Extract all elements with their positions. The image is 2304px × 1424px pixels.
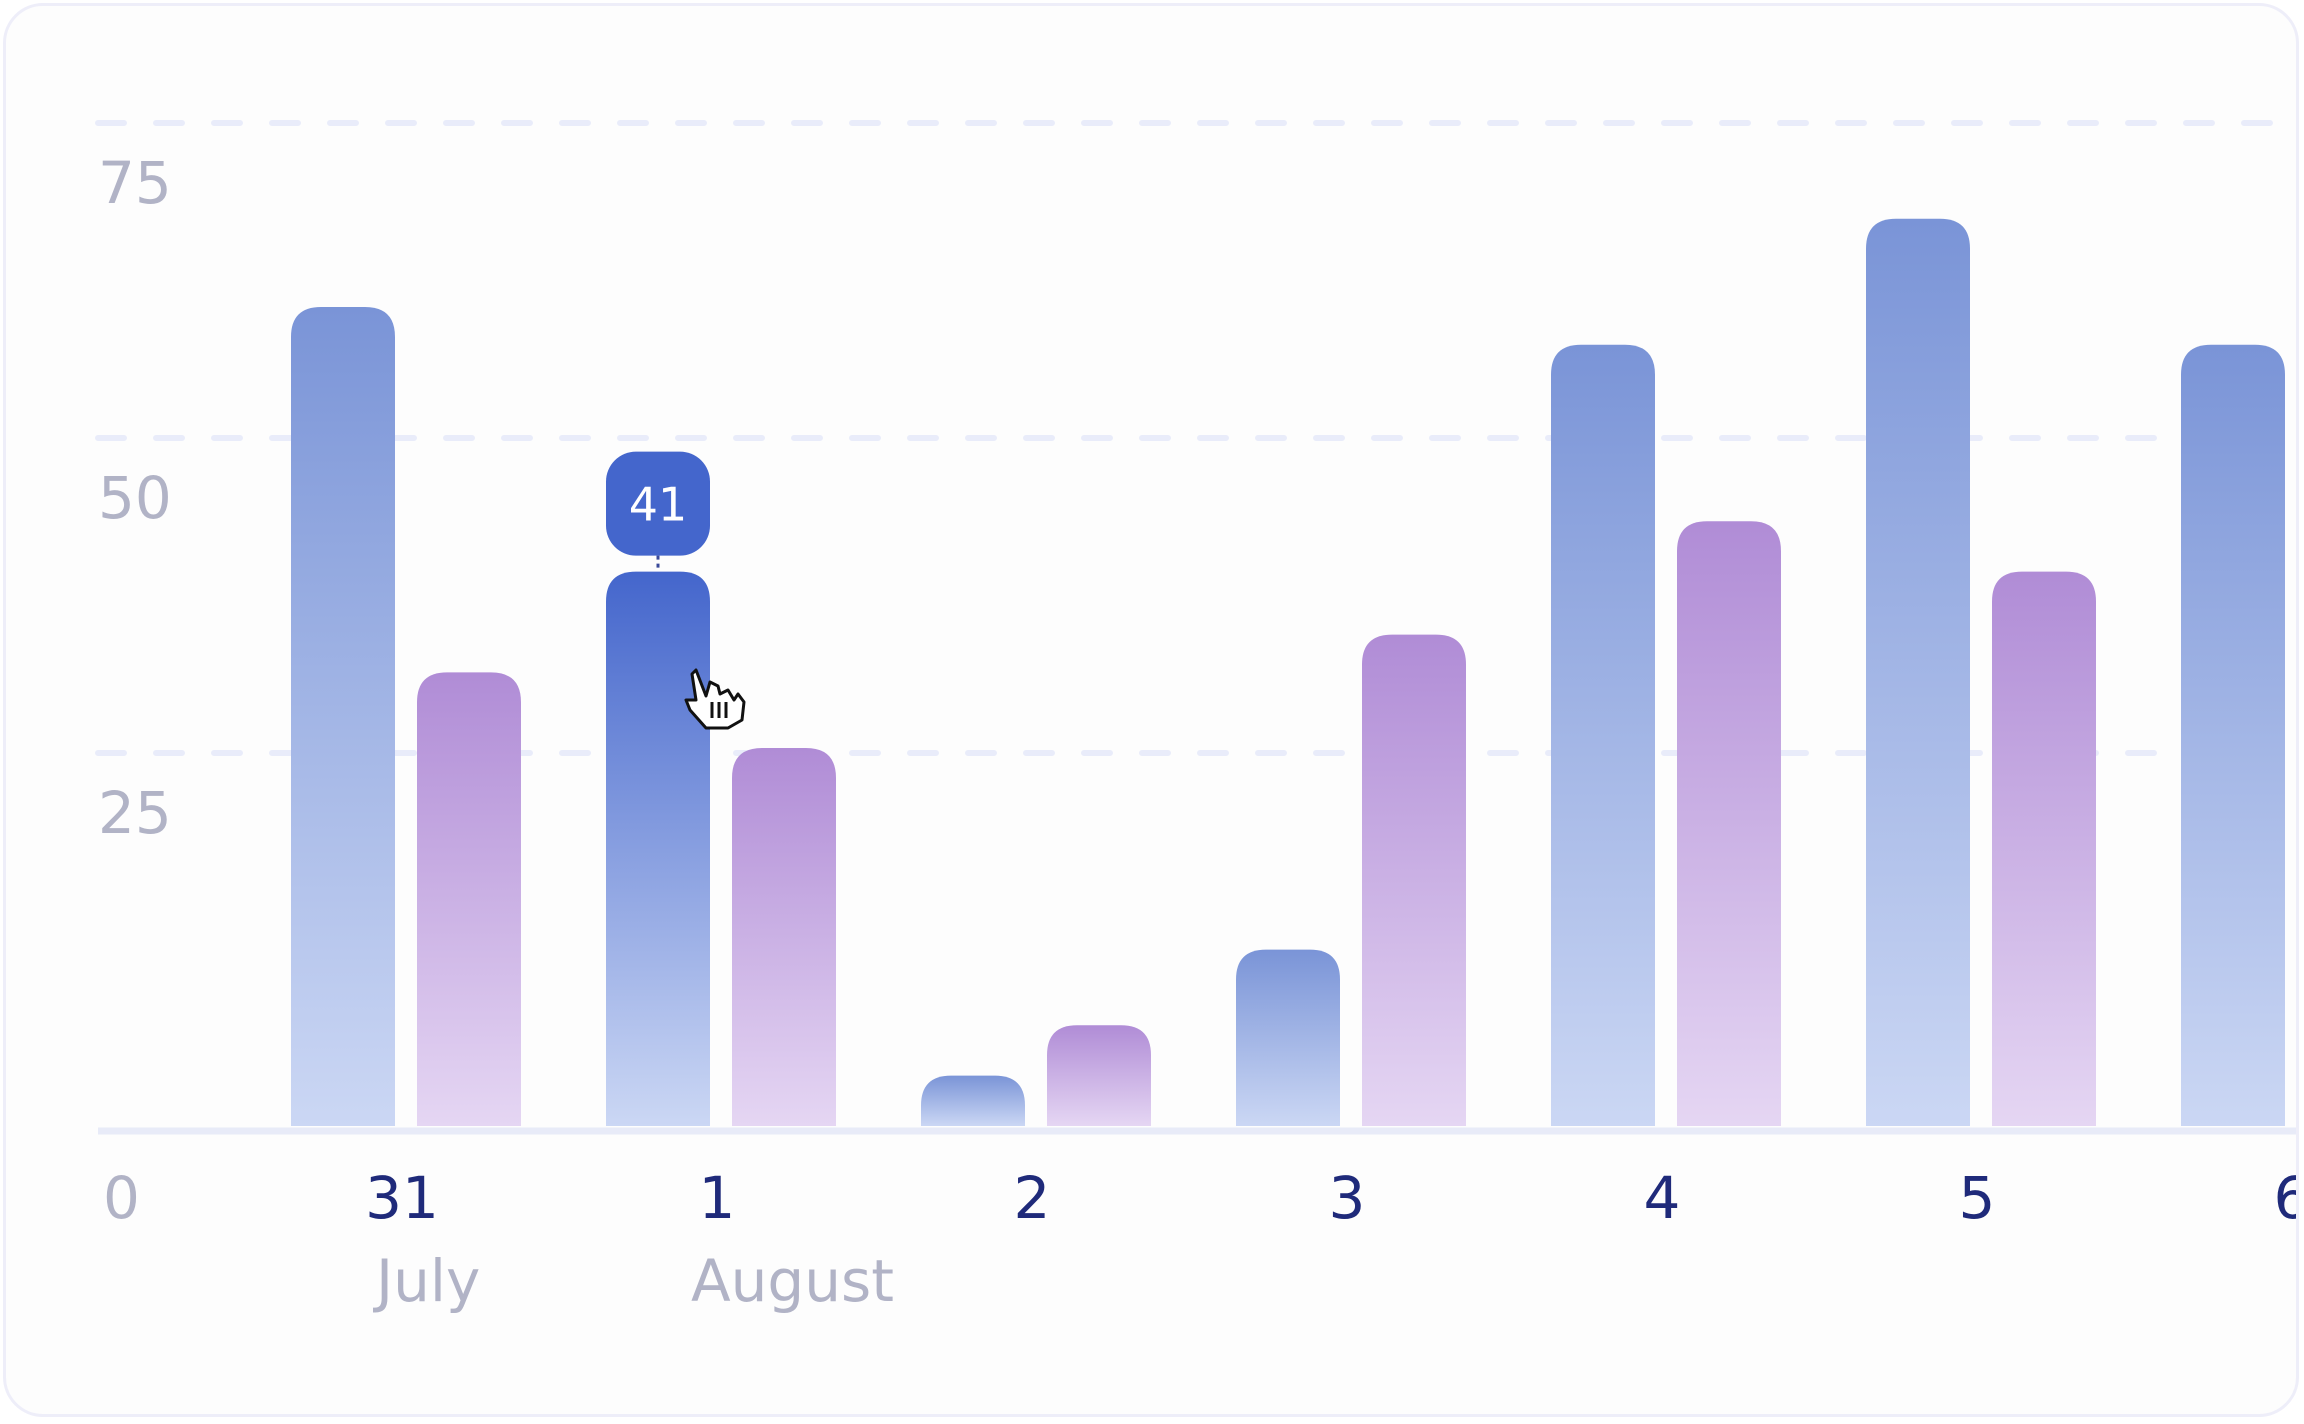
bar-31-series-1[interactable]	[417, 672, 521, 1126]
bar-3-series-1[interactable]	[1362, 634, 1466, 1126]
bar-1-series-0[interactable]	[606, 571, 710, 1126]
x-tick-label: 4	[1644, 1164, 1681, 1232]
x-tick-label: 6	[2274, 1164, 2299, 1232]
tooltip-box	[606, 451, 710, 556]
value-tooltip: 41	[606, 451, 710, 572]
x-tick-label: 3	[1329, 1164, 1366, 1232]
bar-2-series-1[interactable]	[1047, 1025, 1151, 1126]
bar-3-series-0[interactable]	[1236, 949, 1340, 1126]
x-tick-label: 31	[365, 1164, 439, 1232]
bar-6-series-0[interactable]	[2181, 344, 2285, 1126]
month-label: August	[691, 1247, 894, 1315]
bar-31-series-0[interactable]	[291, 307, 395, 1126]
x-tick-label: 1	[699, 1164, 736, 1232]
y-tick-label: 25	[98, 779, 172, 847]
x-tick-label: 2	[1014, 1164, 1051, 1232]
bar-2-series-0[interactable]	[921, 1075, 1025, 1126]
month-label: July	[373, 1247, 480, 1315]
bar-5-series-0[interactable]	[1866, 218, 1970, 1127]
hand-cursor-icon	[684, 668, 746, 730]
chart-card: 0 25 50 75 31 1 2 3 4 5 6 July August 41	[3, 3, 2299, 1417]
y-tick-label: 50	[98, 464, 172, 532]
bar-1-series-1[interactable]	[732, 748, 836, 1126]
bars	[291, 218, 2285, 1127]
bar-5-series-1[interactable]	[1992, 571, 2096, 1126]
axis-labels: 0 25 50 75 31 1 2 3 4 5 6 July August	[98, 149, 2299, 1315]
x-tick-label: 5	[1959, 1164, 1996, 1232]
tooltip-value: 41	[629, 478, 688, 532]
bar-chart: 0 25 50 75 31 1 2 3 4 5 6 July August 41	[95, 120, 2299, 1315]
y-tick-label: 75	[98, 149, 172, 217]
y-tick-label: 0	[103, 1164, 140, 1232]
bar-4-series-0[interactable]	[1551, 344, 1655, 1126]
bar-4-series-1[interactable]	[1677, 521, 1781, 1126]
